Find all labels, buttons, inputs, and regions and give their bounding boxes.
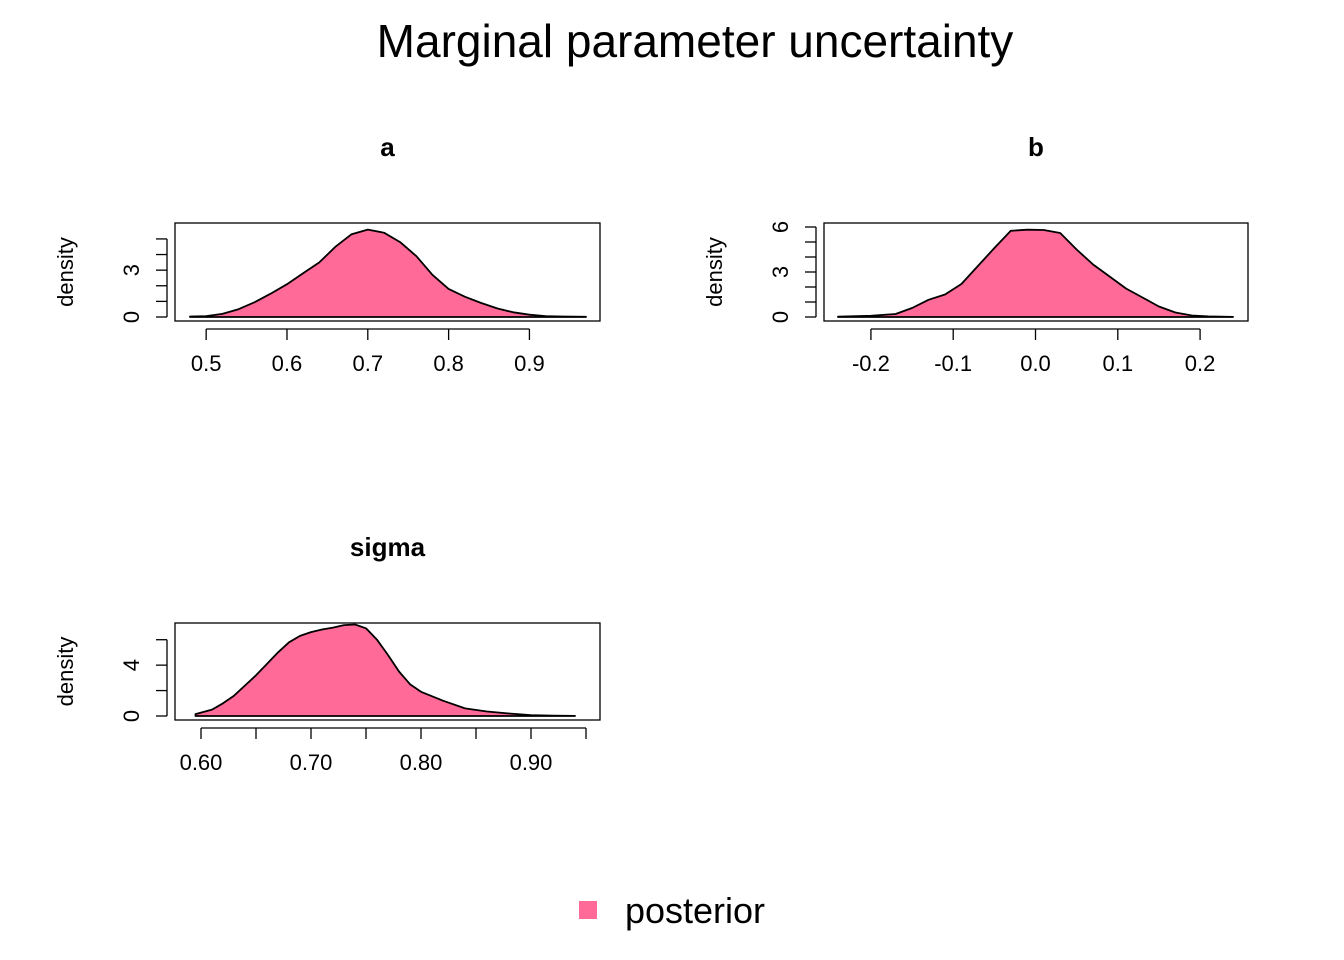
x-tick-label: -0.2	[852, 351, 890, 376]
x-tick-label: 0.80	[400, 750, 443, 775]
plot-frame-sigma	[174, 622, 601, 721]
panel-a: a 0.5 0.6 0.7 0.8 0.9 0 3 density	[53, 132, 601, 376]
y-tick-label: 0	[119, 710, 144, 722]
x-tick-label: -0.1	[934, 351, 972, 376]
x-tick-label: 0.7	[352, 351, 383, 376]
x-tick-label: 0.6	[272, 351, 303, 376]
x-tick-label: 0.9	[514, 351, 545, 376]
x-tick-label: 0.1	[1102, 351, 1133, 376]
x-tick-label: 0.2	[1185, 351, 1216, 376]
panel-title-b: b	[1028, 132, 1044, 162]
legend: posterior	[0, 890, 1344, 932]
y-axis-label: density	[53, 237, 78, 307]
y-tick-label: 3	[119, 264, 144, 276]
x-tick-label: 0.60	[180, 750, 223, 775]
panel-sigma: sigma 0.60 0.70 0.80 0.90 0 4 density	[53, 532, 601, 775]
y-axis-label: density	[53, 637, 78, 707]
x-tick-label: 0.8	[433, 351, 464, 376]
y-axis-label: density	[702, 237, 727, 307]
legend-label: posterior	[624, 890, 766, 931]
x-tick-label: 0.70	[290, 750, 333, 775]
y-tick-label: 0	[768, 311, 793, 323]
page-title: Marginal parameter uncertainty	[376, 15, 1014, 67]
panel-title-sigma: sigma	[350, 532, 426, 562]
density-area-b	[837, 228, 1234, 318]
density-area-a	[189, 228, 587, 318]
y-tick-label: 3	[768, 266, 793, 278]
legend-swatch	[578, 901, 597, 919]
y-tick-label: 6	[768, 221, 793, 233]
panel-title-a: a	[380, 132, 395, 162]
panel-b: b -0.2 -0.1 0.0 0.1 0.2 0 3 6 density	[702, 132, 1249, 376]
x-tick-label: 0.90	[510, 750, 553, 775]
x-tick-label: 0.5	[191, 351, 222, 376]
plot-frame-b	[823, 222, 1249, 322]
y-tick-label: 0	[119, 311, 144, 323]
density-area-sigma	[194, 623, 576, 717]
x-tick-label: 0.0	[1020, 351, 1051, 376]
y-tick-label: 4	[119, 659, 144, 671]
plot-frame-a	[174, 222, 601, 322]
